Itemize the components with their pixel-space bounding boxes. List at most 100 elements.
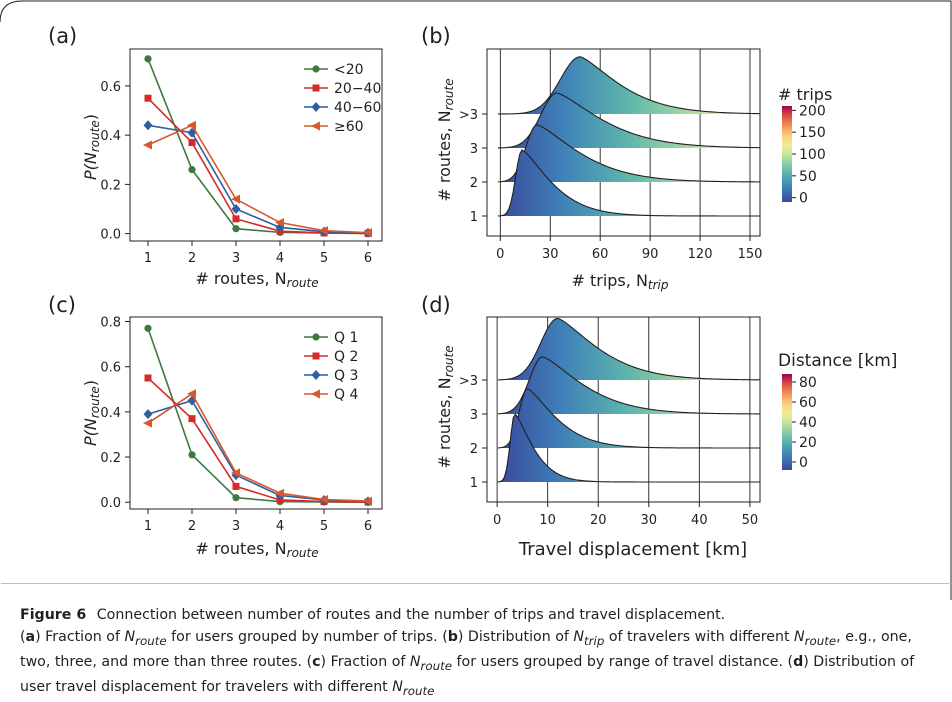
caption-separator xyxy=(1,583,951,584)
y-tick-label: 1 xyxy=(470,210,478,225)
caption-route1: route xyxy=(135,633,167,647)
x-tick-label: 4 xyxy=(276,251,284,266)
panel-a-ylabel: P(Nroute) xyxy=(81,114,102,180)
x-tick-label: 3 xyxy=(232,519,240,534)
y-tick-label: 0.0 xyxy=(100,496,121,511)
legend-label: 20−40 xyxy=(334,81,381,97)
x-tick-label: 5 xyxy=(320,251,328,266)
x-tick-label: 30 xyxy=(641,513,658,528)
caption-title: Connection between number of routes and … xyxy=(97,607,725,623)
marker-square xyxy=(233,483,240,490)
colorbar-tick-label: 200 xyxy=(799,103,826,119)
marker-square xyxy=(145,374,152,381)
caption-n3: N xyxy=(794,629,805,645)
y-tick-label: 0.2 xyxy=(100,178,121,193)
caption-route3: route xyxy=(421,659,453,673)
y-tick-label: 0.8 xyxy=(100,316,121,331)
panel-b-colorbar-title: # trips xyxy=(778,85,832,104)
y-tick-label: 3 xyxy=(470,408,478,423)
colorbar-tick-label: 50 xyxy=(799,169,817,185)
x-tick-label: 4 xyxy=(276,519,284,534)
marker-triangle-left xyxy=(143,419,152,428)
caption-d: d xyxy=(793,654,803,670)
caption-a: a xyxy=(26,629,36,645)
colorbar-tick-label: 40 xyxy=(799,415,817,431)
y-tick-label: >3 xyxy=(459,374,478,389)
y-tick-label: 2 xyxy=(470,442,478,457)
legend-label: <20 xyxy=(334,62,364,78)
series-line xyxy=(148,401,368,502)
marker-triangle-left xyxy=(143,141,152,150)
panel-a-legend: <20 20−40 40−60 ≥60 xyxy=(304,62,381,135)
legend-label: ≥60 xyxy=(334,119,364,135)
marker-diamond xyxy=(144,120,153,130)
panel-label-a: (a) xyxy=(48,24,77,48)
caption-b-pre: ) Distribution of xyxy=(458,629,574,645)
x-tick-label: 3 xyxy=(232,251,240,266)
marker-diamond xyxy=(312,102,321,112)
colorbar-tick-label: 0 xyxy=(799,191,808,207)
y-tick-label: 2 xyxy=(470,176,478,191)
panel-d-colorbar-title: Distance [km] xyxy=(778,351,897,371)
marker-circle xyxy=(232,494,239,501)
legend-label: 40−60 xyxy=(334,100,381,116)
marker-circle xyxy=(144,55,151,62)
y-tick-label: 3 xyxy=(470,142,478,157)
x-tick-label: 50 xyxy=(742,513,759,528)
caption-a-post: for users grouped by number of trips. ( xyxy=(167,629,448,645)
panel-b-ylabel: # routes, Nroute xyxy=(435,78,456,201)
legend-label: Q 1 xyxy=(334,330,358,346)
panel-d-ylabel: # routes, Nroute xyxy=(435,345,456,468)
colorbar-tick-label: 150 xyxy=(799,125,826,141)
x-tick-label: 60 xyxy=(592,247,609,262)
caption-b: b xyxy=(448,629,458,645)
x-tick-label: 5 xyxy=(320,519,328,534)
x-tick-label: 1 xyxy=(144,519,152,534)
marker-square xyxy=(313,85,320,92)
legend-label: Q 2 xyxy=(334,349,358,365)
y-tick-label: 0.6 xyxy=(100,80,121,95)
x-tick-label: 150 xyxy=(738,247,763,262)
panel-d-xlabel: Travel displacement [km] xyxy=(518,539,747,560)
panel-b-xlabel: # trips, Ntrip xyxy=(571,271,668,292)
marker-diamond xyxy=(144,409,153,419)
caption-route2: route xyxy=(805,633,837,647)
colorbar-tick-label: 100 xyxy=(799,147,826,163)
x-tick-label: 0 xyxy=(493,513,501,528)
panel-label-d: (d) xyxy=(421,293,451,317)
colorbar-tick-label: 0 xyxy=(799,455,808,471)
caption-b-mid: of travelers with different xyxy=(604,629,794,645)
colorbar-rect xyxy=(782,106,792,202)
marker-circle xyxy=(312,65,319,72)
panel-c-ylabel: P(Nroute) xyxy=(81,380,102,446)
marker-square xyxy=(233,215,240,222)
marker-diamond xyxy=(312,370,321,380)
caption-trip: trip xyxy=(584,633,604,647)
caption-a-pre: ) Fraction of xyxy=(35,629,124,645)
y-tick-label: >3 xyxy=(459,108,478,123)
marker-square xyxy=(313,353,320,360)
y-tick-label: 0.4 xyxy=(100,129,121,144)
marker-triangle-left xyxy=(311,122,320,131)
colorbar-tick-label: 20 xyxy=(799,435,817,451)
x-tick-label: 6 xyxy=(364,519,372,534)
x-tick-label: 1 xyxy=(144,251,152,266)
caption-body: (a) Fraction of Nroute for users grouped… xyxy=(20,627,935,702)
x-tick-label: 120 xyxy=(688,247,713,262)
y-tick-label: 0.2 xyxy=(100,451,121,466)
legend-label: Q 3 xyxy=(334,368,358,384)
y-tick-label: 0.4 xyxy=(100,406,121,421)
x-tick-label: 2 xyxy=(188,519,196,534)
panel-c-legend: Q 1 Q 2 Q 3 Q 4 xyxy=(304,330,358,403)
colorbar-rect xyxy=(782,374,792,470)
panel-d-ridges xyxy=(498,318,760,482)
marker-circle xyxy=(144,325,151,332)
legend-label: Q 4 xyxy=(334,387,358,403)
caption-c-pre: ) Fraction of xyxy=(321,654,410,670)
